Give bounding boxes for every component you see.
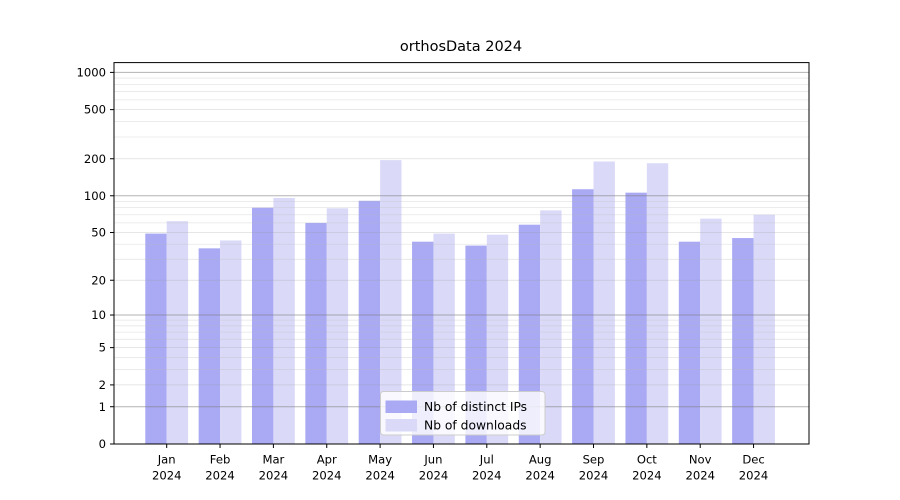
bar-distinct-ips [358,200,381,444]
legend-box [380,391,546,436]
bar-downloads [380,160,402,444]
chart-title: orthosData 2024 [400,39,522,55]
y-tick-label: 1 [99,400,106,414]
x-tick-label-month: May [368,453,392,467]
y-tick-label: 5 [99,341,106,355]
x-tick-label-year: 2024 [419,469,449,483]
bar-distinct-ips [678,241,701,444]
x-tick-label-year: 2024 [579,469,609,483]
bar-distinct-ips [252,207,274,444]
bar-downloads [593,161,615,444]
x-tick-label-month: Mar [262,453,284,467]
bar-downloads [700,218,722,444]
x-tick-label-month: Dec [742,453,764,467]
legend: Nb of distinct IPs Nb of downloads [380,391,546,436]
bar-downloads [326,208,349,444]
x-tick-label-month: Apr [317,453,337,467]
x-tick-label-year: 2024 [685,469,715,483]
x-tick-label-month: Feb [210,453,231,467]
y-tick-label: 100 [84,189,106,203]
bar-distinct-ips [572,189,594,444]
x-tick-label-year: 2024 [632,469,662,483]
bar-downloads [753,214,775,444]
bar-distinct-ips [305,222,327,444]
legend-swatch-downloads [385,419,417,432]
y-tick-label: 2 [99,378,106,392]
bar-downloads [220,240,242,444]
y-tick-label: 20 [91,273,106,287]
plot-border [113,62,810,445]
x-tick-label-year: 2024 [365,469,395,483]
bar-distinct-ips [732,238,754,444]
bar-downloads [273,197,295,444]
y-tick-label: 10 [91,308,106,322]
bar-downloads [166,221,189,444]
y-tick-label: 500 [84,103,106,117]
y-tick-label: 1000 [76,65,106,79]
y-tick-label: 0 [99,437,106,451]
x-tick-label-month: Nov [689,453,712,467]
x-tick-label-month: Jun [423,453,442,467]
bar-distinct-ips [625,192,647,444]
bar-distinct-ips [198,248,221,444]
x-tick-label-year: 2024 [525,469,555,483]
x-tick-label-month: Jan [157,453,176,467]
bar-distinct-ips [145,233,167,444]
y-tick-label: 50 [91,226,106,240]
x-tick-label-year: 2024 [739,469,769,483]
bar-downloads [646,163,669,445]
legend-label-downloads: Nb of downloads [424,419,527,433]
bar-distinct-ips [518,224,541,444]
x-tick-label-year: 2024 [312,469,342,483]
x-tick-label-month: Sep [583,453,605,467]
x-tick-label-month: Aug [529,453,552,467]
x-tick-label-year: 2024 [152,469,182,483]
x-tick-label-month: Jul [479,453,494,467]
axes-layer: 0 1 2 5 10 20 50 100 200 500 1000 Jan 2024 Feb 2024 Mar… [76,62,810,483]
x-tick-label-year: 2024 [205,469,235,483]
x-tick-label-year: 2024 [259,469,289,483]
x-tick-label-month: Oct [637,453,657,467]
bar-downloads [540,210,562,444]
legend-label-distinct-ips: Nb of distinct IPs [424,400,527,414]
x-tick-label-year: 2024 [472,469,502,483]
legend-swatch-distinct-ips [385,400,417,413]
grid-layer [114,71,809,408]
y-tick-label: 200 [84,152,106,166]
